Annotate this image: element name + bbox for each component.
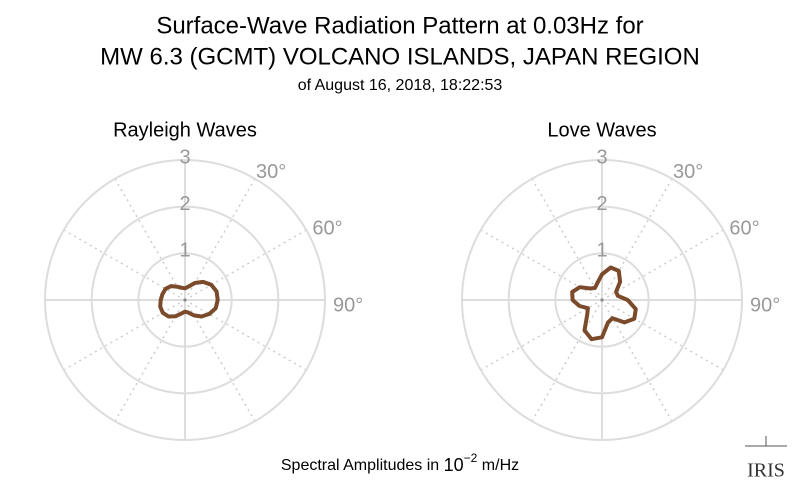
radial-line: [480, 299, 603, 371]
theta-tick-label: 30°: [673, 161, 703, 183]
radial-line: [601, 178, 673, 301]
radial-line: [114, 178, 186, 301]
theta-tick-label: 90°: [750, 294, 780, 316]
grid-circle: [507, 205, 697, 395]
radial-line: [63, 299, 186, 371]
r-tick-label: 3: [179, 146, 190, 168]
theta-tick-label: 30°: [256, 161, 286, 183]
radial-line: [531, 178, 603, 301]
axis-label: Spectral Amplitudes in 10−2 m/Hz: [281, 451, 519, 475]
subtitle: of August 16, 2018, 18:22:53: [298, 77, 503, 94]
grid-circle: [554, 252, 650, 348]
radial-line: [601, 229, 724, 301]
radial-line: [184, 299, 256, 422]
r-tick-label: 3: [596, 146, 607, 168]
theta-tick-label: 90°: [333, 294, 363, 316]
radiation-pattern: [158, 279, 220, 319]
radial-line: [184, 299, 307, 371]
radial-line: [184, 229, 307, 301]
r-tick-label: 2: [596, 193, 607, 215]
radial-line: [601, 299, 724, 371]
radiation-pattern: [570, 265, 638, 342]
grid-circle: [461, 159, 743, 441]
title-line: Surface-Wave Radiation Pattern at 0.03Hz…: [156, 12, 643, 39]
grid-circle: [137, 252, 233, 348]
center-dot: [183, 298, 187, 302]
radial-line: [531, 299, 603, 422]
theta-tick-label: 60°: [312, 217, 342, 239]
logo: IRIS: [747, 460, 785, 482]
title-line: MW 6.3 (GCMT) VOLCANO ISLANDS, JAPAN REG…: [100, 43, 700, 70]
r-tick-label: 2: [179, 193, 190, 215]
chart-title: Rayleigh Waves: [113, 119, 257, 141]
logo-mark: [745, 436, 787, 447]
r-tick-label: 1: [596, 240, 607, 262]
r-tick-label: 1: [179, 240, 190, 262]
axis-label-text: Spectral Amplitudes in: [281, 457, 444, 474]
theta-tick-label: 60°: [729, 217, 759, 239]
grid-circle: [90, 205, 280, 395]
axis-label-base: 10: [444, 455, 464, 475]
grid-circle: [44, 159, 326, 441]
chart-title: Love Waves: [547, 119, 656, 141]
axis-label-exponent: −2: [464, 451, 478, 465]
axis-label-unit: m/Hz: [477, 457, 519, 474]
center-dot: [600, 298, 604, 302]
